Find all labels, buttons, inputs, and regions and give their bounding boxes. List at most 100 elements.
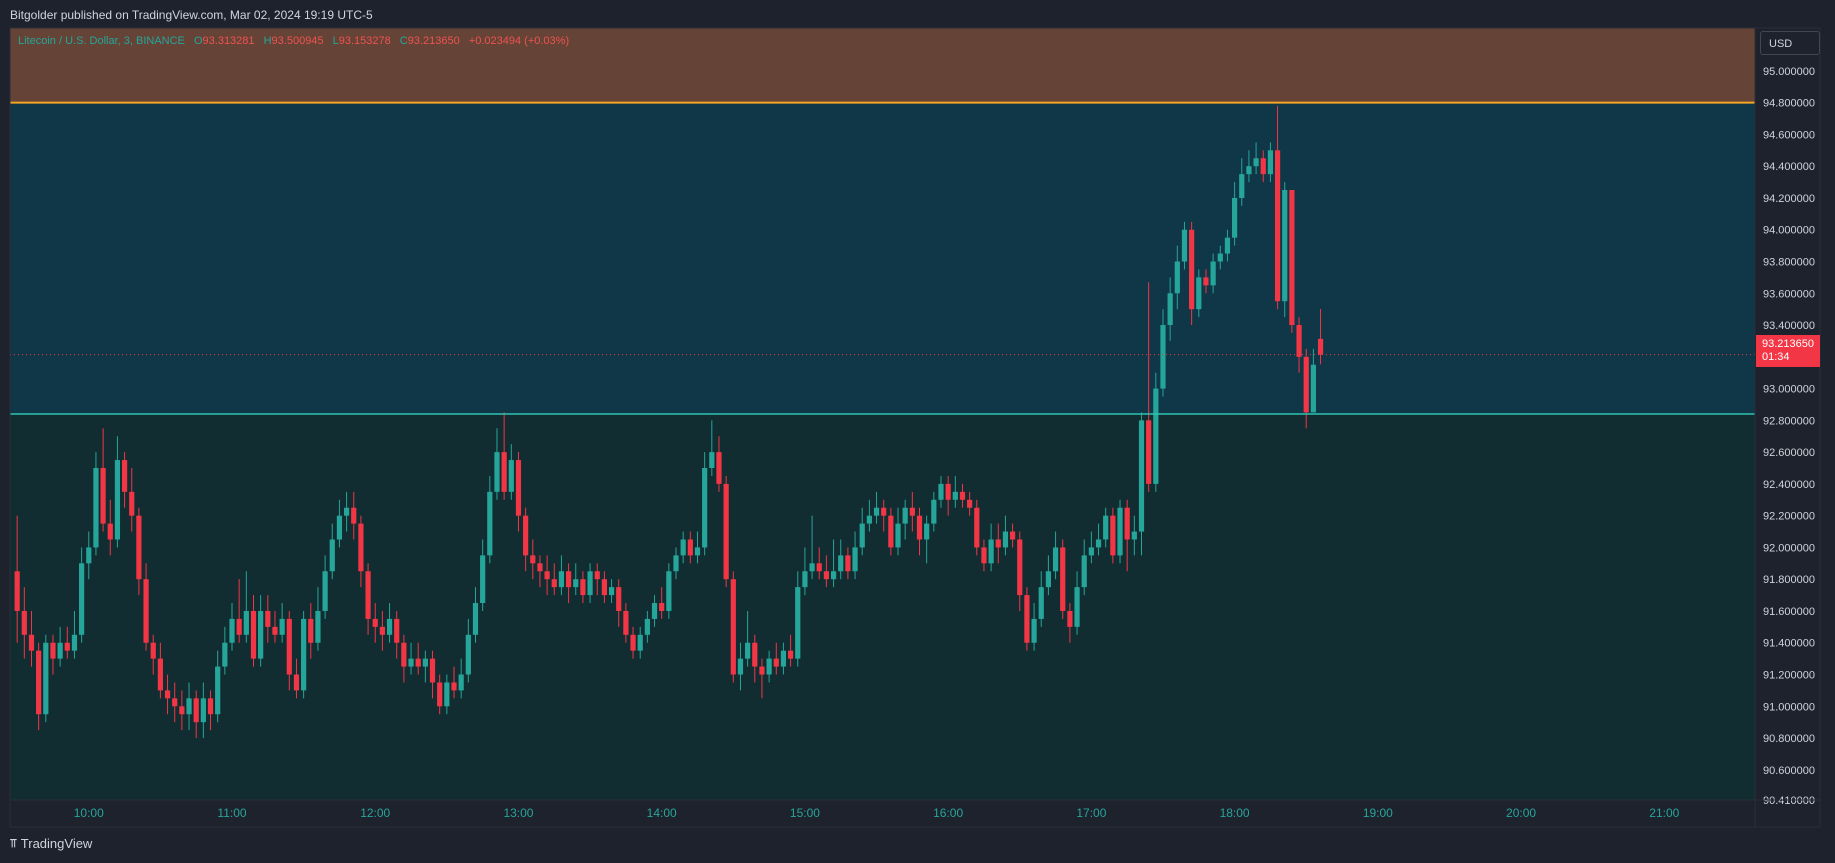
- candle: [1224, 229, 1231, 262]
- candle-body: [465, 634, 471, 675]
- candle-body: [694, 547, 701, 556]
- candle: [752, 634, 758, 683]
- candle-body: [172, 698, 178, 707]
- x-tick-label: 12:00: [360, 806, 390, 820]
- candle: [881, 499, 887, 532]
- symbol-legend: Litecoin / U.S. Dollar, 3, BINANCE O93.3…: [18, 35, 575, 47]
- candle-body: [1210, 261, 1216, 286]
- candle: [465, 618, 471, 683]
- candle-body: [959, 491, 966, 500]
- candle: [1196, 269, 1202, 318]
- candle: [1181, 221, 1188, 270]
- candle-body: [429, 658, 436, 683]
- candle-body: [630, 634, 636, 651]
- candle: [129, 468, 135, 532]
- candle: [716, 436, 722, 492]
- candle: [250, 595, 257, 667]
- candle-body: [372, 618, 378, 627]
- candle: [1067, 603, 1073, 643]
- candle: [315, 587, 321, 651]
- x-tick-label: 17:00: [1076, 806, 1106, 820]
- candle: [36, 642, 42, 731]
- y-tick-label: 92.200000: [1763, 511, 1815, 523]
- candle: [1303, 348, 1309, 429]
- candle: [945, 475, 951, 516]
- candle-body: [680, 539, 686, 556]
- y-tick-label: 91.600000: [1763, 606, 1815, 618]
- candle-body: [544, 571, 550, 580]
- candle: [408, 642, 414, 675]
- candle: [343, 491, 350, 532]
- candle: [659, 587, 665, 619]
- candle-body: [1117, 507, 1123, 556]
- candle-body: [580, 579, 586, 596]
- candle-body: [594, 571, 600, 580]
- candle-body: [995, 539, 1001, 548]
- candle-body: [215, 666, 221, 715]
- candle: [1045, 555, 1052, 596]
- candle-body: [308, 618, 314, 643]
- candle-body: [265, 610, 271, 627]
- candle-body: [608, 587, 615, 596]
- candle-body: [136, 515, 142, 580]
- candle: [258, 595, 264, 667]
- candle: [608, 579, 615, 604]
- candle-body: [1253, 158, 1259, 167]
- candle: [780, 642, 787, 675]
- candle-body: [587, 571, 593, 596]
- candle-body: [351, 507, 357, 524]
- candle: [787, 634, 794, 667]
- candle: [666, 563, 672, 619]
- candle-body: [551, 579, 557, 588]
- candle: [823, 555, 830, 588]
- candle-body: [1232, 197, 1238, 238]
- candle: [730, 571, 736, 683]
- candle-body: [1110, 515, 1116, 556]
- x-tick-label: 18:00: [1220, 806, 1250, 820]
- legend-close-label: C: [399, 35, 408, 47]
- candle: [1110, 507, 1116, 564]
- candle-body: [93, 468, 99, 548]
- x-tick-label: 10:00: [74, 806, 104, 820]
- candle-body: [243, 610, 249, 635]
- candle-body: [651, 603, 658, 619]
- candle: [838, 539, 844, 580]
- chart-frame: [9, 27, 1821, 828]
- candle: [551, 563, 557, 596]
- candle-body: [100, 468, 106, 524]
- candle: [573, 563, 579, 596]
- legend-open-value: 93.313281: [202, 35, 255, 47]
- candle-body: [64, 642, 70, 651]
- candle: [773, 642, 779, 675]
- candle: [1174, 245, 1180, 310]
- candle-body: [1282, 190, 1288, 302]
- candle: [687, 531, 693, 564]
- x-tick-label: 15:00: [790, 806, 820, 820]
- legend-symbol[interactable]: Litecoin / U.S. Dollar, 3, BINANCE: [18, 35, 185, 47]
- candle: [931, 491, 937, 532]
- candle-body: [916, 515, 923, 540]
- candle-body: [1095, 539, 1102, 548]
- candle-body: [121, 460, 128, 492]
- candle-body: [79, 563, 85, 635]
- candle-body: [601, 579, 607, 596]
- candle: [472, 587, 479, 643]
- middle-zone: [10, 102, 1755, 414]
- candle-body: [186, 698, 192, 715]
- x-tick-label: 14:00: [647, 806, 677, 820]
- candle-body: [573, 579, 579, 588]
- candle: [981, 539, 987, 572]
- candle-body: [1081, 555, 1087, 588]
- candle-body: [401, 642, 407, 667]
- candle-body: [866, 515, 872, 524]
- footer-brand[interactable]: ⫪ TradingView: [10, 836, 92, 851]
- candle: [1167, 277, 1173, 341]
- candle-body: [716, 452, 722, 484]
- currency-button[interactable]: USD: [1760, 31, 1820, 55]
- candle: [995, 523, 1001, 564]
- candle: [637, 626, 643, 659]
- candle-body: [565, 571, 572, 588]
- candle-body: [508, 460, 514, 492]
- candle: [974, 499, 980, 556]
